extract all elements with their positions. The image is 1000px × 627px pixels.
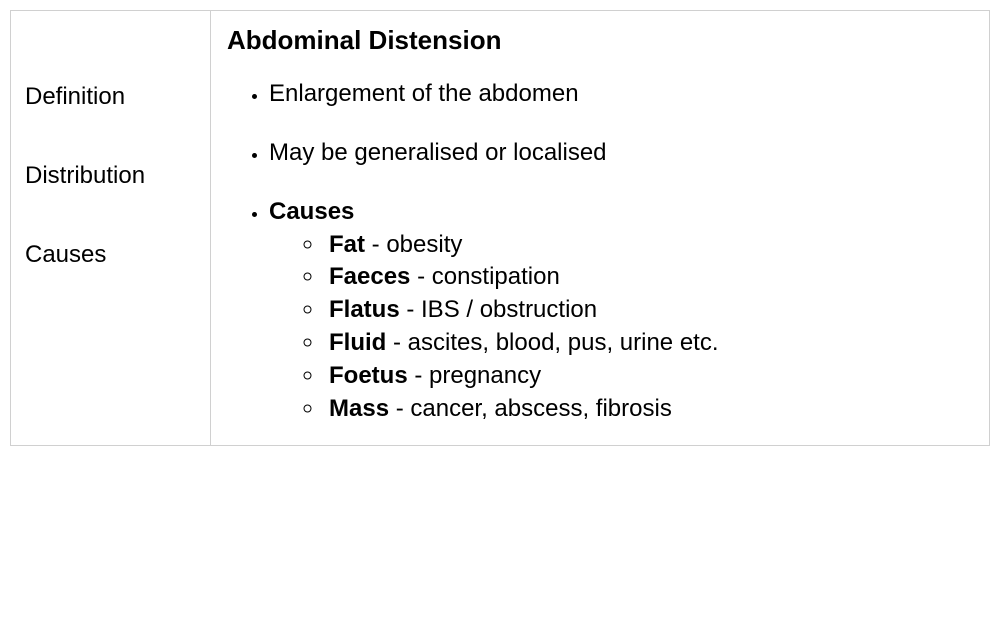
page-title: Abdominal Distension [227, 25, 969, 56]
cause-faeces: Faeces - constipation [325, 263, 969, 292]
row-label-distribution: Distribution [25, 162, 196, 191]
cause-fat: Fat - obesity [325, 231, 969, 260]
cause-desc: constipation [432, 263, 560, 290]
left-column: Definition Distribution Causes [11, 11, 211, 445]
causes-heading: Causes [269, 198, 354, 225]
cause-mass: Mass - cancer, abscess, fibrosis [325, 395, 969, 424]
definition-item: Enlargement of the abdomen [269, 80, 969, 109]
distribution-item: May be generalised or localised [269, 139, 969, 168]
row-label-definition: Definition [25, 83, 196, 112]
cause-desc: cancer, abscess, fibrosis [410, 395, 671, 422]
cause-foetus: Foetus - pregnancy [325, 362, 969, 391]
cause-desc: IBS / obstruction [421, 296, 597, 323]
cause-desc: obesity [386, 231, 462, 258]
distribution-list: May be generalised or localised [221, 139, 969, 168]
cause-fluid: Fluid - ascites, blood, pus, urine etc. [325, 329, 969, 358]
cause-term: Foetus [329, 362, 408, 389]
definition-list: Enlargement of the abdomen [221, 80, 969, 109]
right-column: Abdominal Distension Enlargement of the … [211, 11, 989, 445]
cause-term: Mass [329, 395, 389, 422]
row-label-causes: Causes [25, 241, 196, 270]
causes-list: Causes Fat - obesity Faeces - constipati… [221, 198, 969, 424]
cause-term: Flatus [329, 296, 400, 323]
content-table: Definition Distribution Causes Abdominal… [10, 10, 990, 446]
cause-term: Fluid [329, 329, 386, 356]
causes-item: Causes Fat - obesity Faeces - constipati… [269, 198, 969, 424]
cause-term: Fat [329, 231, 365, 258]
cause-flatus: Flatus - IBS / obstruction [325, 296, 969, 325]
cause-desc: pregnancy [429, 362, 541, 389]
cause-term: Faeces [329, 263, 410, 290]
causes-sublist: Fat - obesity Faeces - constipation Flat… [269, 231, 969, 424]
cause-desc: ascites, blood, pus, urine etc. [408, 329, 719, 356]
